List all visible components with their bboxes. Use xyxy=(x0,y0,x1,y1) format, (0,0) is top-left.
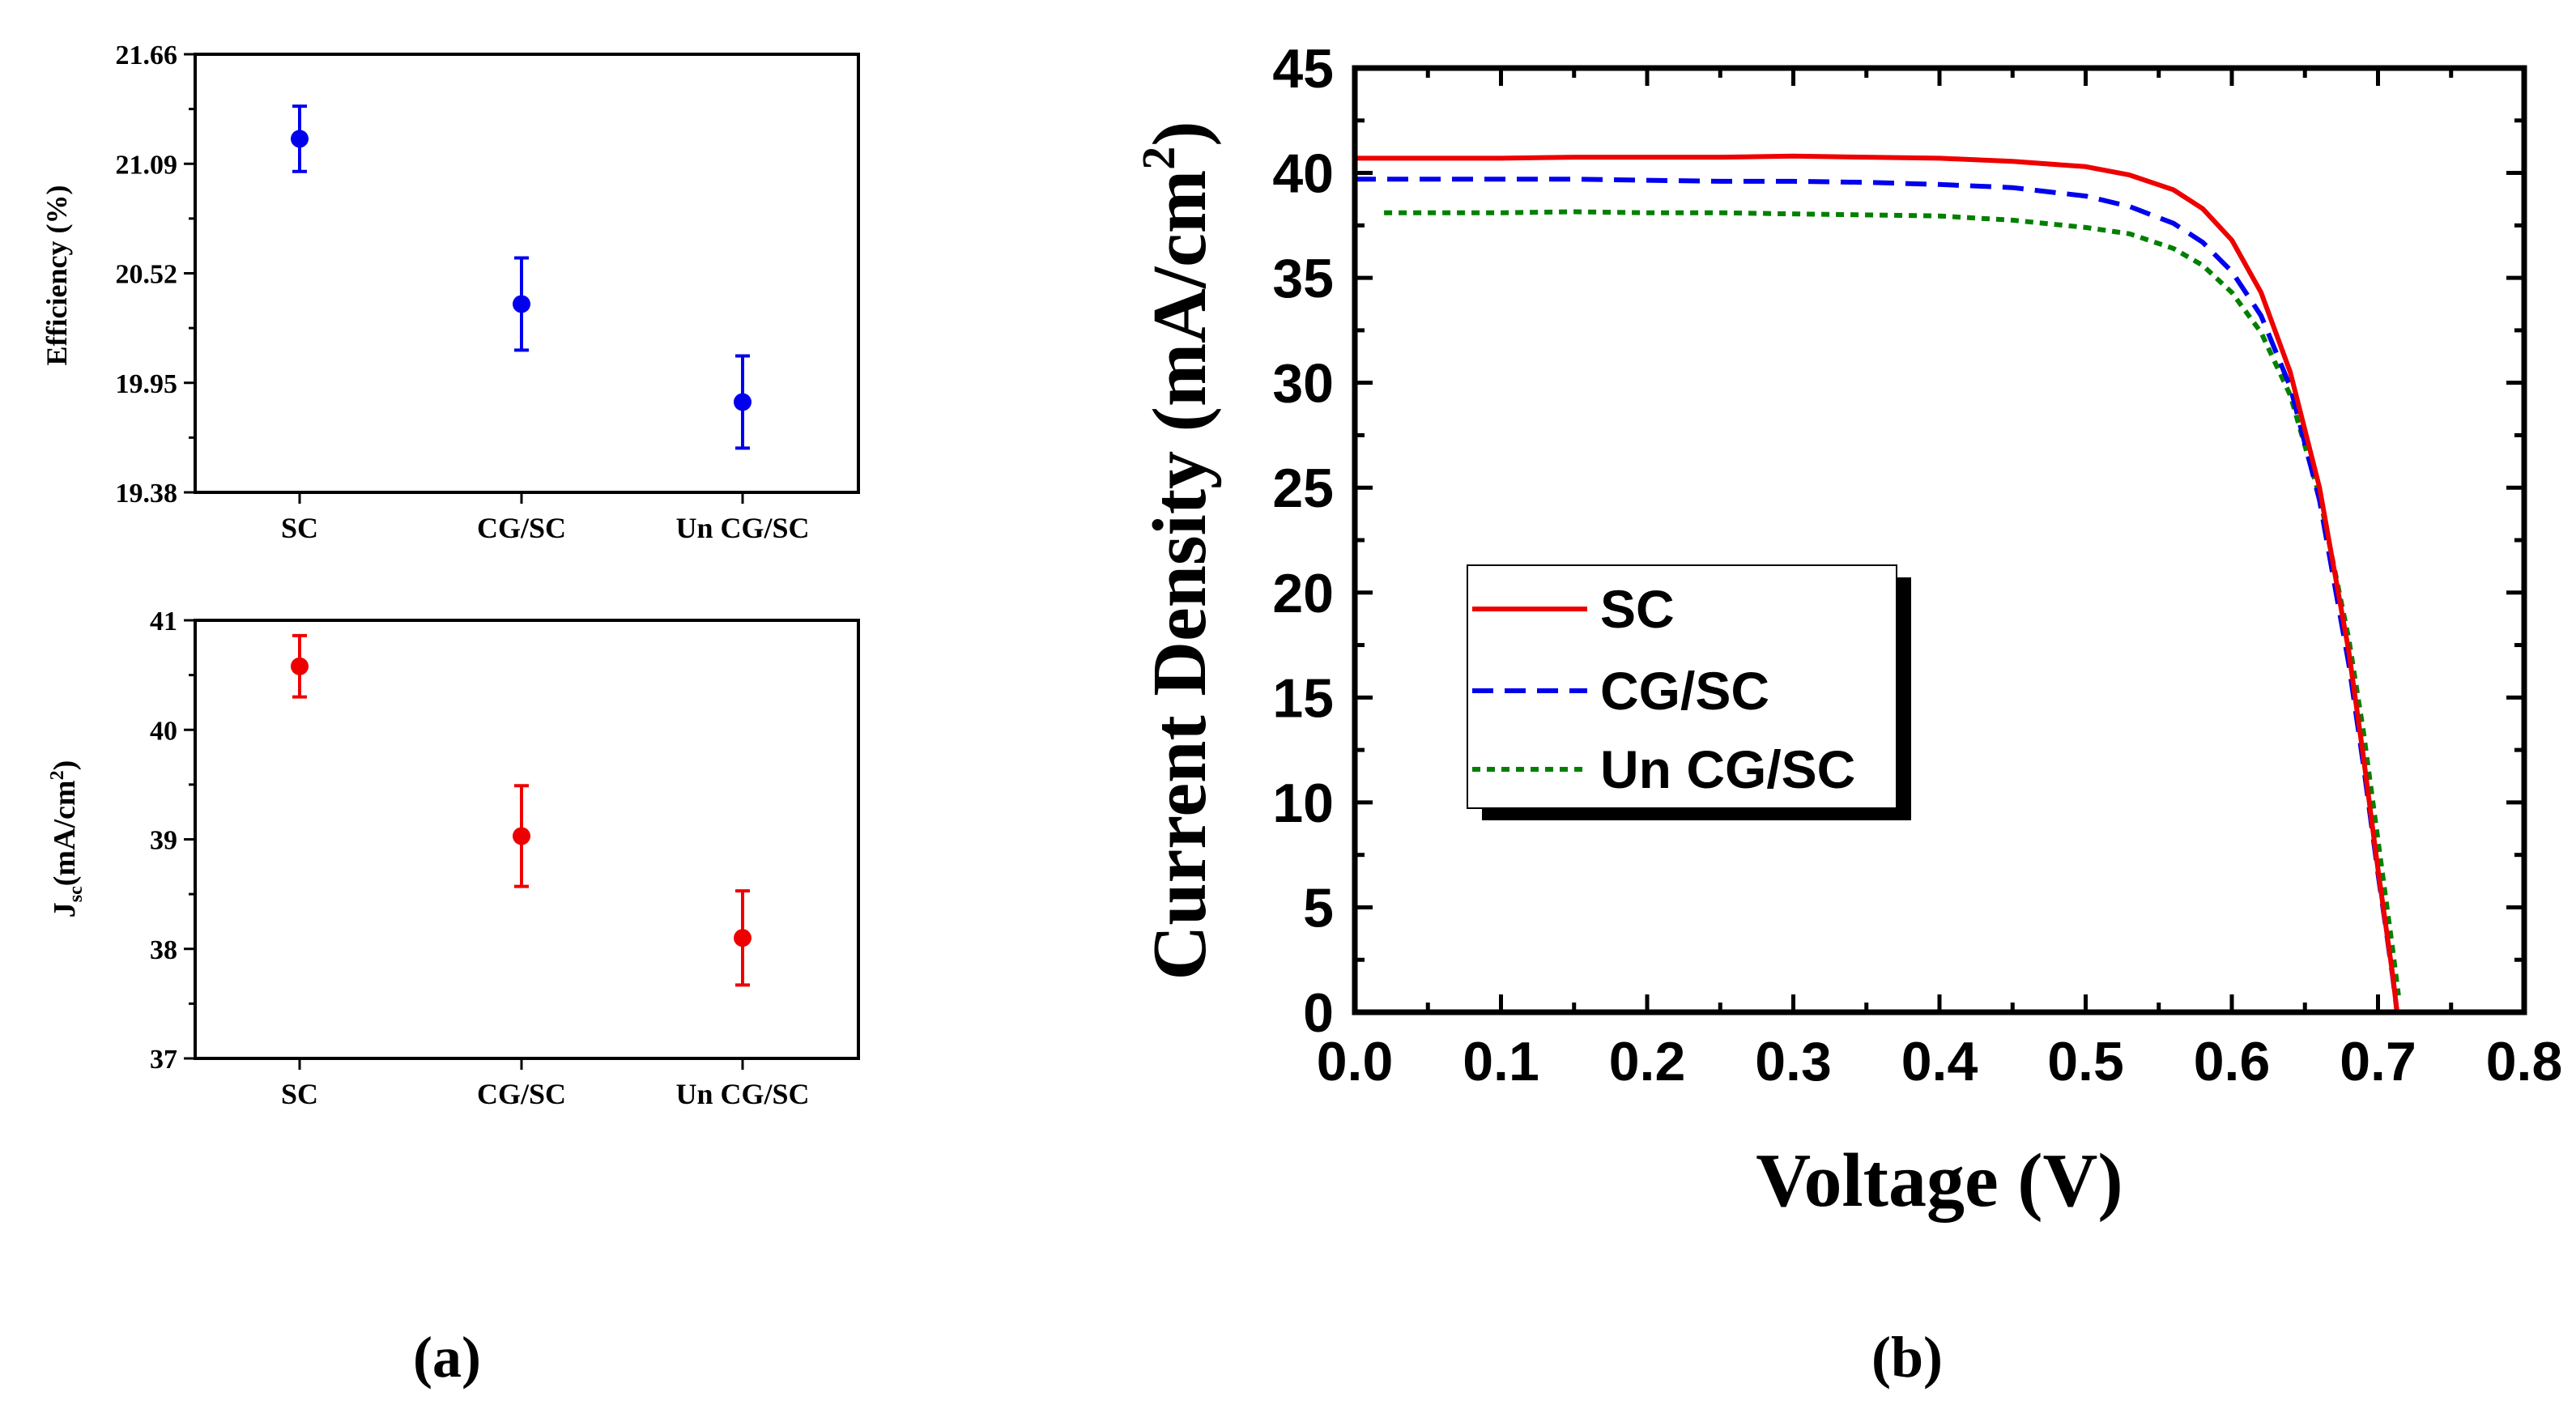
jsc-ytick-label: 40 xyxy=(150,716,177,746)
jsc-chart: 37 38 39 40 41 SC CG/SC Un CG/SC Jsc(mA/cm2) xyxy=(47,607,860,1110)
jsc-y-axis-label: Jsc(mA/cm2) xyxy=(47,760,87,918)
efficiency-ytick-label: 21.66 xyxy=(116,40,178,70)
jsc-ylabel-sub: sc xyxy=(66,886,87,902)
jv-xtick-label: 0.6 xyxy=(2194,1031,2271,1092)
jv-y-ticks: 0 5 10 15 20 25 30 35 40 45 xyxy=(1272,38,2524,1044)
efficiency-xtick-label-sc: SC xyxy=(281,512,318,544)
jv-xtick-label: 0.4 xyxy=(1901,1031,1978,1092)
jv-x-axis-label: Voltage (V) xyxy=(1756,1139,2123,1223)
jsc-points xyxy=(291,633,752,987)
panel-label-a: (a) xyxy=(413,1325,481,1390)
jv-curve-sc xyxy=(1355,153,2399,1013)
jv-xtick-label: 0.5 xyxy=(2047,1031,2124,1092)
jv-xtick-label: 0.3 xyxy=(1755,1031,1832,1092)
jsc-ylabel-main: J xyxy=(48,902,82,918)
jsc-point-un-cg-sc xyxy=(734,929,752,947)
efficiency-plot-frame xyxy=(194,53,860,494)
jv-y-axis-label: Current Density (mA/cm2) xyxy=(1132,121,1222,980)
efficiency-x-ticks: SC CG/SC Un CG/SC xyxy=(281,492,810,544)
jv-curve-un-cg-sc xyxy=(1384,209,2401,996)
efficiency-point-cg-sc xyxy=(513,295,530,313)
jsc-xtick-label-sc: SC xyxy=(281,1078,318,1110)
jv-ytick-label: 35 xyxy=(1272,248,1334,309)
jsc-point-sc xyxy=(291,657,309,675)
legend-label-cg-sc: CG/SC xyxy=(1600,661,1769,721)
jv-xtick-label: 0.1 xyxy=(1463,1031,1539,1092)
jv-ytick-label: 0 xyxy=(1303,982,1334,1044)
jv-ytick-label: 25 xyxy=(1272,458,1334,519)
jv-ytick-label: 20 xyxy=(1272,563,1334,624)
jsc-ylabel-sup: 2 xyxy=(47,770,68,780)
jv-plot-frame xyxy=(1352,65,2527,1015)
jsc-ytick-label: 39 xyxy=(150,826,177,856)
jv-ytick-label: 40 xyxy=(1272,143,1334,205)
efficiency-ytick-label: 21.09 xyxy=(116,150,178,180)
jv-ytick-label: 15 xyxy=(1272,667,1334,729)
jv-ytick-label: 5 xyxy=(1303,877,1334,939)
jsc-xtick-label-cg-sc: CG/SC xyxy=(477,1078,566,1110)
jsc-ytick-label: 37 xyxy=(150,1045,177,1075)
jv-legend: SC CG/SC Un CG/SC xyxy=(1467,564,1911,820)
efficiency-xtick-label-un-cg-sc: Un CG/SC xyxy=(675,512,809,544)
jv-ytick-label: 45 xyxy=(1272,38,1334,100)
jv-ytick-label: 10 xyxy=(1272,773,1334,834)
efficiency-point-sc xyxy=(291,130,309,148)
efficiency-ytick-label: 19.95 xyxy=(116,369,178,399)
efficiency-chart: 19.38 19.95 20.52 21.09 21.66 SC CG/SC Un CG/S… xyxy=(40,40,860,544)
jsc-point-cg-sc xyxy=(513,827,530,845)
panel-label-b: (b) xyxy=(1871,1325,1943,1390)
jv-chart: 0 5 10 15 20 25 30 35 40 45 0.0 0.1 0.2 0.3 0.4 0.5 0.6… xyxy=(1132,38,2562,1223)
efficiency-point-un-cg-sc xyxy=(734,393,752,411)
jv-xtick-label: 0.0 xyxy=(1317,1031,1394,1092)
efficiency-y-ticks: 19.38 19.95 20.52 21.09 21.66 xyxy=(116,40,195,509)
jsc-x-ticks: SC CG/SC Un CG/SC xyxy=(281,1058,810,1110)
jv-curves xyxy=(1355,153,2401,1013)
jv-xtick-label: 0.7 xyxy=(2340,1031,2416,1092)
efficiency-y-axis-label: Efficiency (%) xyxy=(40,185,73,366)
jv-x-ticks: 0.0 0.1 0.2 0.3 0.4 0.5 0.6 0.7 0.8 xyxy=(1317,68,2563,1092)
jsc-xtick-label-un-cg-sc: Un CG/SC xyxy=(675,1078,809,1110)
jsc-ytick-label: 38 xyxy=(150,935,177,965)
jsc-ylabel-close: ) xyxy=(48,760,82,771)
efficiency-xtick-label-cg-sc: CG/SC xyxy=(477,512,566,544)
efficiency-points xyxy=(291,104,752,450)
jsc-y-ticks: 37 38 39 40 41 xyxy=(150,607,195,1075)
jv-xtick-label: 0.2 xyxy=(1609,1031,1686,1092)
jv-ylabel-close: ) xyxy=(1138,121,1222,146)
jsc-ytick-label: 41 xyxy=(150,607,177,637)
jv-ylabel-sup: 2 xyxy=(1132,147,1185,170)
jv-ytick-label: 30 xyxy=(1272,353,1334,415)
legend-label-un-cg-sc: Un CG/SC xyxy=(1600,739,1855,799)
legend-label-sc: SC xyxy=(1600,579,1675,639)
jv-ylabel-main: Current Density (mA/cm xyxy=(1138,170,1222,981)
jv-xtick-label: 0.8 xyxy=(2486,1031,2563,1092)
jsc-ylabel-rest: (mA/cm xyxy=(48,780,82,886)
efficiency-ytick-label: 20.52 xyxy=(116,260,178,290)
legend-box xyxy=(1467,564,1897,809)
efficiency-ytick-label: 19.38 xyxy=(116,479,178,509)
